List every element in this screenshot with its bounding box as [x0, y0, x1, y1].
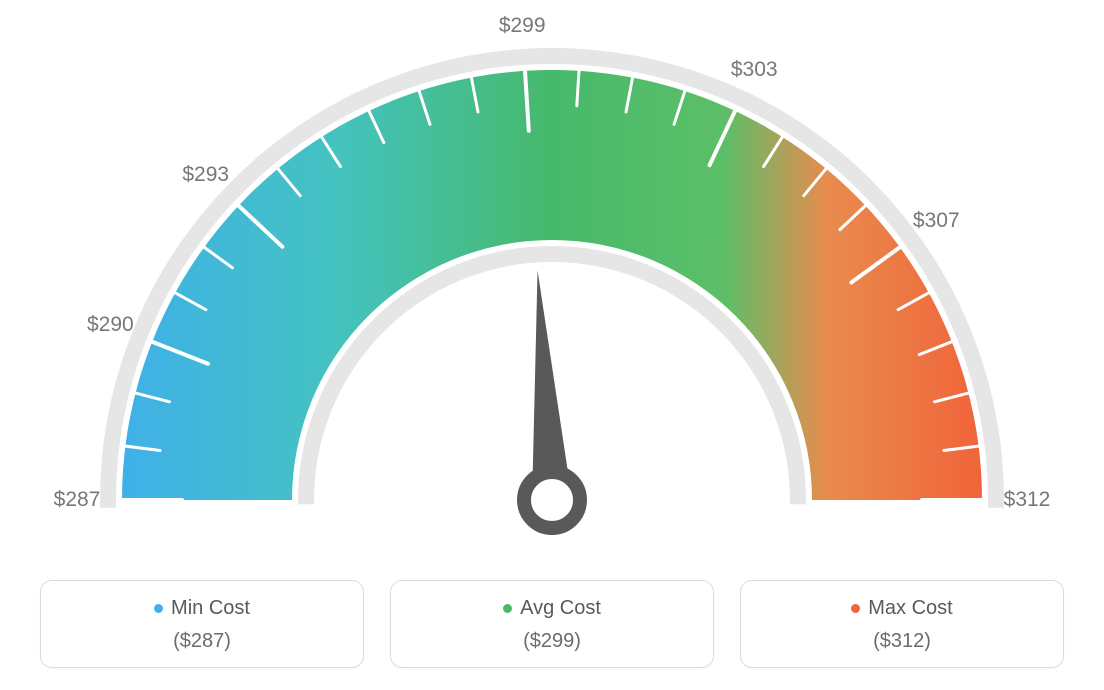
gauge-tick-label: $307: [913, 209, 960, 233]
legend-value: ($299): [401, 630, 703, 653]
legend-label: Min Cost: [154, 597, 250, 620]
gauge-chart: $287 $290 $293 $299 $303 $307 $312 Min Cost ($…: [0, 0, 1104, 690]
gauge-tick-label: $303: [731, 58, 778, 82]
gauge-tick-label: $290: [87, 313, 134, 337]
gauge-tick-label: $293: [182, 163, 229, 187]
gauge-svg: [0, 0, 1104, 560]
legend-row: Min Cost ($287) Avg Cost ($299) Max Cost…: [0, 580, 1104, 668]
legend-label-text: Avg Cost: [520, 597, 601, 620]
legend-label: Max Cost: [851, 597, 952, 620]
legend-value: ($287): [51, 630, 353, 653]
gauge-tick-label: $299: [499, 14, 546, 38]
legend-dot-icon: [503, 604, 512, 613]
legend-label-text: Max Cost: [868, 597, 952, 620]
legend-value: ($312): [751, 630, 1053, 653]
legend-card-max: Max Cost ($312): [740, 580, 1064, 668]
gauge-tick-label: $312: [1004, 488, 1051, 512]
legend-label-text: Min Cost: [171, 597, 250, 620]
legend-card-min: Min Cost ($287): [40, 580, 364, 668]
gauge-tick-label: $287: [54, 488, 101, 512]
legend-card-avg: Avg Cost ($299): [390, 580, 714, 668]
legend-label: Avg Cost: [503, 597, 601, 620]
legend-dot-icon: [851, 604, 860, 613]
legend-dot-icon: [154, 604, 163, 613]
